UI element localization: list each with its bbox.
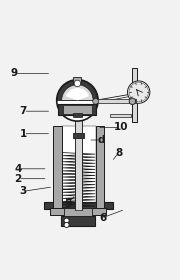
- Text: d: d: [97, 135, 105, 145]
- Text: 1: 1: [20, 129, 27, 139]
- Text: 2: 2: [14, 174, 22, 184]
- Text: 6: 6: [99, 213, 106, 223]
- Wedge shape: [62, 85, 93, 101]
- Bar: [62, 126, 96, 208]
- Text: 5: 5: [64, 199, 71, 209]
- Bar: [64, 208, 92, 216]
- Bar: [73, 113, 82, 117]
- Text: 10: 10: [113, 122, 128, 132]
- Bar: [53, 126, 62, 208]
- Bar: [50, 208, 106, 215]
- Circle shape: [127, 81, 150, 103]
- Circle shape: [64, 218, 69, 223]
- Circle shape: [93, 99, 98, 104]
- Circle shape: [129, 82, 148, 102]
- Bar: [75, 118, 82, 210]
- Bar: [63, 105, 92, 114]
- Wedge shape: [66, 88, 89, 101]
- Bar: [61, 216, 94, 227]
- Text: 4: 4: [14, 164, 22, 174]
- Text: 3: 3: [20, 186, 27, 196]
- Text: 9: 9: [11, 68, 18, 78]
- Circle shape: [129, 98, 136, 104]
- Bar: [96, 126, 104, 208]
- Wedge shape: [57, 80, 98, 101]
- Bar: [73, 77, 81, 83]
- Bar: [44, 202, 112, 209]
- Bar: [96, 99, 136, 103]
- Circle shape: [74, 80, 81, 87]
- Circle shape: [64, 222, 69, 227]
- Text: 8: 8: [115, 148, 122, 158]
- Text: 7: 7: [20, 106, 27, 116]
- Bar: [132, 68, 137, 122]
- Bar: [73, 133, 84, 138]
- Bar: [58, 104, 96, 115]
- Bar: [110, 114, 131, 117]
- Circle shape: [57, 80, 98, 121]
